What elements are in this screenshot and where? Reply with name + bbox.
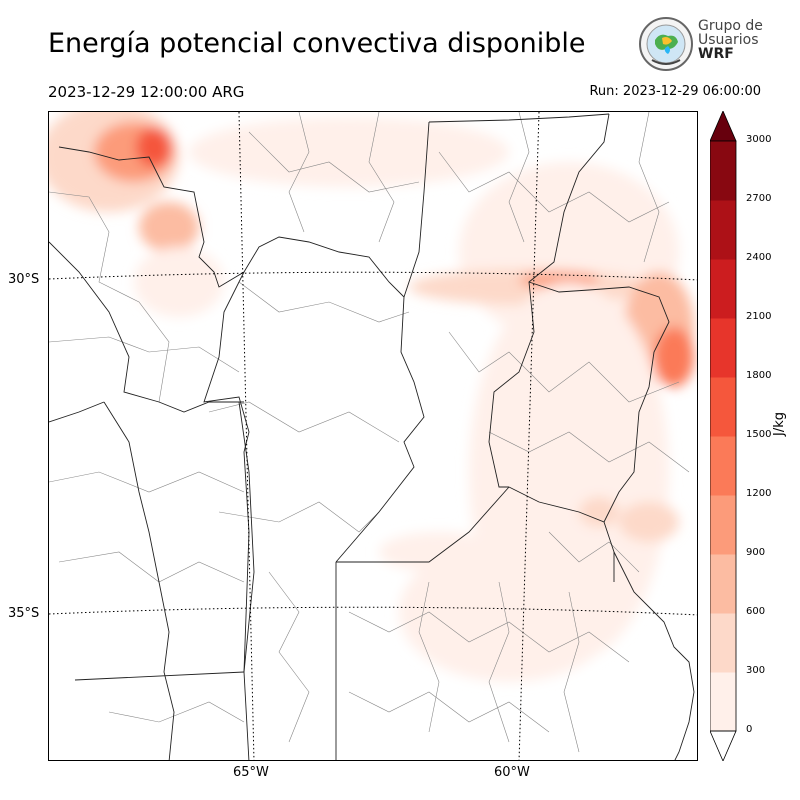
logo-line-3: WRF (698, 46, 734, 62)
logo-line-2: Usuarios (698, 32, 759, 48)
colorbar-tick-label: 1500 (746, 429, 772, 440)
colorbar-band (710, 141, 736, 201)
colorbar-extend-max (709, 109, 737, 142)
colorbar-band (710, 377, 736, 437)
lon-label-60w: 60°W (494, 765, 530, 780)
coastline (613, 551, 695, 760)
colorbar-tick-label: 900 (746, 547, 766, 558)
colorbar-scale (709, 109, 737, 763)
province-boundaries (49, 113, 670, 760)
wrf-users-logo: Grupo de Usuarios WRF (638, 16, 788, 76)
map-title: Energía potencial convectiva disponible (48, 28, 586, 59)
colorbar-band (710, 495, 736, 555)
cape-map (48, 111, 698, 761)
colorbar-band (710, 436, 736, 496)
colorbar-tick-label: 2700 (746, 193, 772, 204)
logo-line-1: Grupo de (698, 18, 763, 34)
colorbar-tick-label: 3000 (746, 134, 772, 145)
graticule (49, 112, 697, 760)
lat-label-30s: 30°S (8, 272, 40, 287)
run-time: Run: 2023-12-29 06:00:00 (589, 84, 761, 99)
colorbar-tick-label: 2400 (746, 252, 772, 263)
colorbar-band (710, 672, 736, 732)
lat-label-35s: 35°S (8, 606, 40, 621)
map-canvas (49, 112, 697, 760)
colorbar-band (710, 318, 736, 378)
colorbar-band (710, 200, 736, 260)
colorbar-band (710, 259, 736, 319)
colorbar-tick-label: 2100 (746, 311, 772, 322)
colorbar-tick-label: 1200 (746, 488, 772, 499)
colorbar-tick-label: 1800 (746, 370, 772, 381)
lon-label-65w: 65°W (233, 765, 269, 780)
colorbar-band (710, 613, 736, 673)
globe-logo-icon (639, 17, 693, 71)
colorbar-tick-label: 0 (746, 724, 753, 735)
colorbar-unit: J/kg (772, 412, 787, 436)
cape-shading (49, 112, 694, 682)
colorbar-bands (709, 109, 737, 763)
colorbar-band (710, 554, 736, 614)
colorbar-outline (709, 140, 737, 732)
valid-time: 2023-12-29 12:00:00 ARG (48, 83, 245, 101)
colorbar-extend-min (709, 730, 737, 763)
logo-text: Grupo de Usuarios WRF (698, 19, 763, 61)
colorbar-tick-label: 600 (746, 606, 766, 617)
colorbar-tick-label: 300 (746, 665, 766, 676)
colorbar (709, 109, 790, 763)
